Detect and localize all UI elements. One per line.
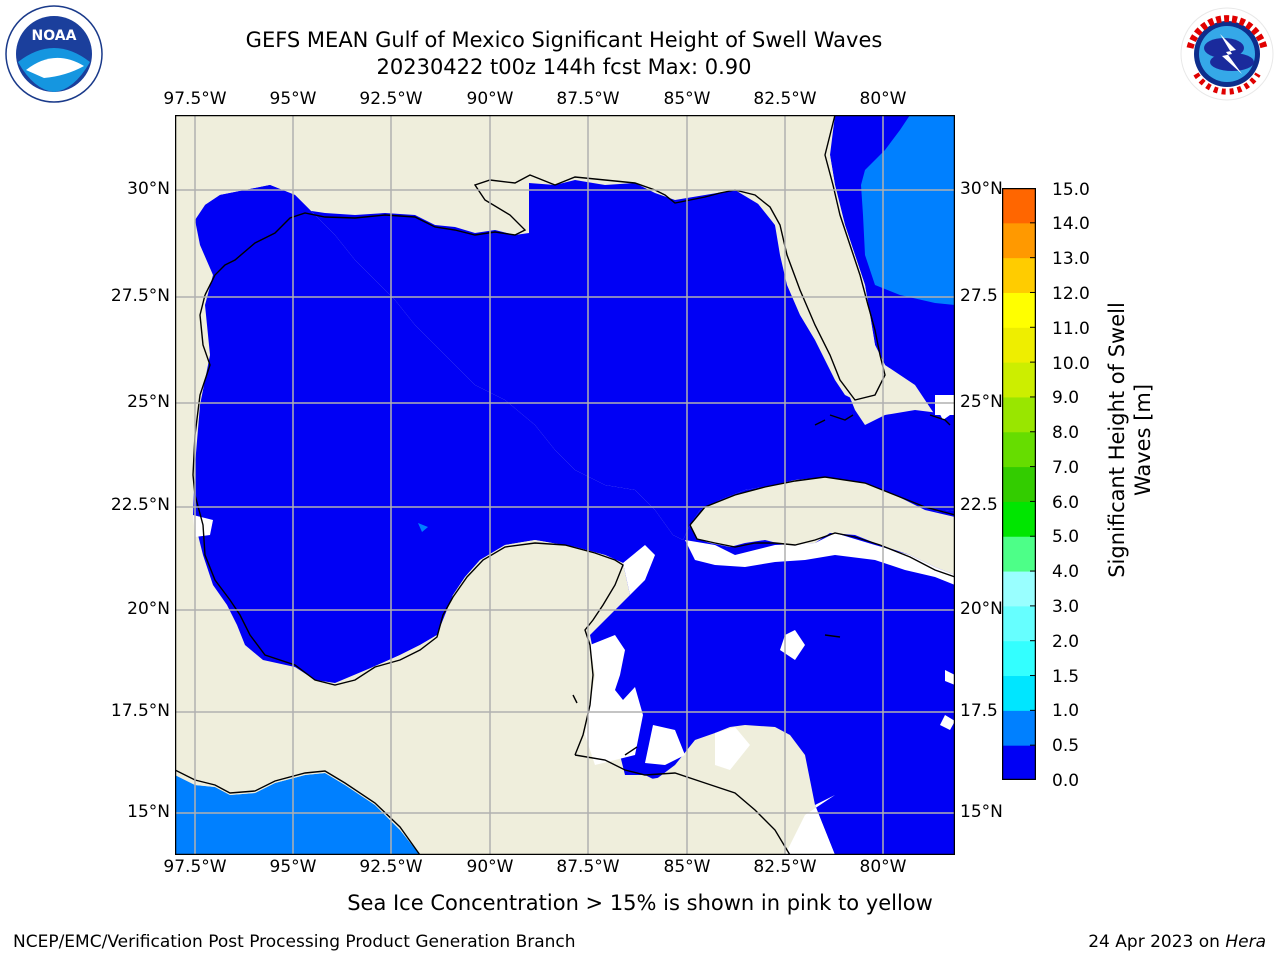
- lon-tick-bottom: 95°W: [269, 857, 317, 877]
- map-panel: [174, 114, 956, 856]
- lat-tick-left: 17.5°N: [110, 701, 170, 721]
- colorbar-tick-label: 11.0: [1052, 319, 1090, 339]
- cuba-land: [690, 477, 955, 575]
- colorbar-swatches: [1001, 187, 1037, 781]
- lat-tick-left: 25°N: [127, 392, 170, 412]
- lat-tick-right: 22.5: [960, 495, 998, 515]
- colorbar-frame: [1001, 187, 1037, 781]
- colorbar-swatch: [1002, 327, 1036, 363]
- lat-tick-right: 27.5: [960, 286, 998, 306]
- footer-credit: NCEP/EMC/Verification Post Processing Pr…: [13, 932, 576, 952]
- colorbar-swatch: [1002, 675, 1036, 711]
- lat-tick-left: 20°N: [127, 599, 170, 619]
- colorbar-tick-label: 14.0: [1052, 214, 1090, 234]
- colorbar-swatch: [1002, 640, 1036, 677]
- colorbar-tick-label: 6.0: [1052, 493, 1080, 513]
- lat-tick-right: 25°N: [960, 392, 1003, 412]
- lon-tick-bottom: 85°W: [663, 857, 711, 877]
- colorbar-swatch: [1002, 257, 1036, 293]
- footer-host: Hera: [1225, 932, 1266, 952]
- colorbar-swatch: [1002, 188, 1036, 224]
- colorbar-swatch: [1002, 292, 1036, 328]
- footer-date-text: 24 Apr 2023 on: [1088, 932, 1226, 952]
- lat-tick-right: 20°N: [960, 599, 1003, 619]
- colorbar-axis-label: Significant Height of Swell Waves [m]: [1102, 240, 1162, 640]
- lon-tick-bottom: 87.5°W: [556, 857, 620, 877]
- lat-tick-left: 27.5°N: [110, 286, 170, 306]
- lat-tick-right: 30°N: [960, 179, 1003, 199]
- gulf-swell-field: [193, 185, 955, 855]
- colorbar-swatch: [1002, 466, 1036, 502]
- lon-tick-bottom: 90°W: [466, 857, 514, 877]
- pacific-swell-05: [175, 773, 420, 855]
- colorbar-tick-label: 5.0: [1052, 527, 1080, 547]
- footer-date: 24 Apr 2023 on Hera: [1088, 932, 1266, 952]
- colorbar-swatch: [1002, 710, 1036, 746]
- colorbar: [1001, 187, 1037, 781]
- lon-tick-bottom: 82.5°W: [753, 857, 817, 877]
- lon-tick-bottom: 97.5°W: [163, 857, 227, 877]
- colorbar-label-line2: Waves [m]: [1131, 384, 1155, 496]
- colorbar-tick-label: 4.0: [1052, 562, 1080, 582]
- atlantic-swell-05: [861, 115, 955, 305]
- colorbar-swatch: [1002, 396, 1036, 433]
- lon-tick-top: 95°W: [269, 89, 317, 109]
- lon-tick-top: 90°W: [466, 89, 514, 109]
- colorbar-swatch: [1002, 571, 1036, 607]
- north-gulf-field: [205, 180, 955, 540]
- colorbar-tick-label: 0.5: [1052, 736, 1080, 756]
- colorbar-swatch: [1002, 536, 1036, 572]
- lon-tick-top: 97.5°W: [163, 89, 227, 109]
- lat-tick-left: 30°N: [127, 179, 170, 199]
- colorbar-tick-label: 8.0: [1052, 423, 1080, 443]
- lon-tick-top: 87.5°W: [556, 89, 620, 109]
- colorbar-swatch: [1002, 501, 1036, 537]
- colorbar-tick-label: 1.5: [1052, 667, 1080, 687]
- colorbar-tick-label: 10.0: [1052, 354, 1090, 374]
- colorbar-swatch: [1002, 222, 1036, 259]
- chart-title: GEFS MEAN Gulf of Mexico Significant Hei…: [245, 28, 883, 52]
- colorbar-tick-label: 1.0: [1052, 701, 1080, 721]
- lon-tick-bottom: 92.5°W: [359, 857, 423, 877]
- noaa-logo: NOAA: [4, 4, 104, 104]
- florida-land: [735, 155, 885, 400]
- graticule: [175, 115, 955, 855]
- lon-tick-top: 82.5°W: [753, 89, 817, 109]
- map-canvas: [174, 114, 956, 856]
- colorbar-swatch: [1002, 431, 1036, 468]
- lon-tick-bottom: 80°W: [859, 857, 907, 877]
- lat-tick-right: 15°N: [960, 802, 1003, 822]
- nws-logo: [1176, 4, 1278, 104]
- colorbar-swatch: [1002, 605, 1036, 642]
- lon-tick-top: 85°W: [663, 89, 711, 109]
- colorbar-tick-label: 0.0: [1052, 771, 1080, 791]
- colorbar-tick-label: 7.0: [1052, 458, 1080, 478]
- noaa-logo-text: NOAA: [32, 28, 77, 44]
- sea-ice-caption: Sea Ice Concentration > 15% is shown in …: [347, 891, 933, 915]
- colorbar-swatch: [1002, 362, 1036, 398]
- colorbar-tick-label: 12.0: [1052, 284, 1090, 304]
- colorbar-tick-label: 9.0: [1052, 388, 1080, 408]
- lon-tick-top: 80°W: [859, 89, 907, 109]
- lat-tick-left: 15°N: [127, 802, 170, 822]
- no-data-zones: [193, 395, 955, 855]
- colorbar-tick-label: 3.0: [1052, 597, 1080, 617]
- colorbar-tick-label: 13.0: [1052, 249, 1090, 269]
- colorbar-tick-label: 2.0: [1052, 632, 1080, 652]
- lat-tick-left: 22.5°N: [110, 495, 170, 515]
- lon-tick-top: 92.5°W: [359, 89, 423, 109]
- chart-subtitle: 20230422 t00z 144h fcst Max: 0.90: [376, 55, 752, 79]
- colorbar-label-line1: Significant Height of Swell: [1105, 302, 1129, 578]
- swell-patch: [418, 523, 428, 532]
- colorbar-swatch: [1002, 745, 1036, 781]
- yucatan-land: [175, 540, 795, 855]
- lat-tick-right: 17.5: [960, 701, 998, 721]
- colorbar-tick-label: 15.0: [1052, 180, 1090, 200]
- map-frame: [174, 114, 956, 856]
